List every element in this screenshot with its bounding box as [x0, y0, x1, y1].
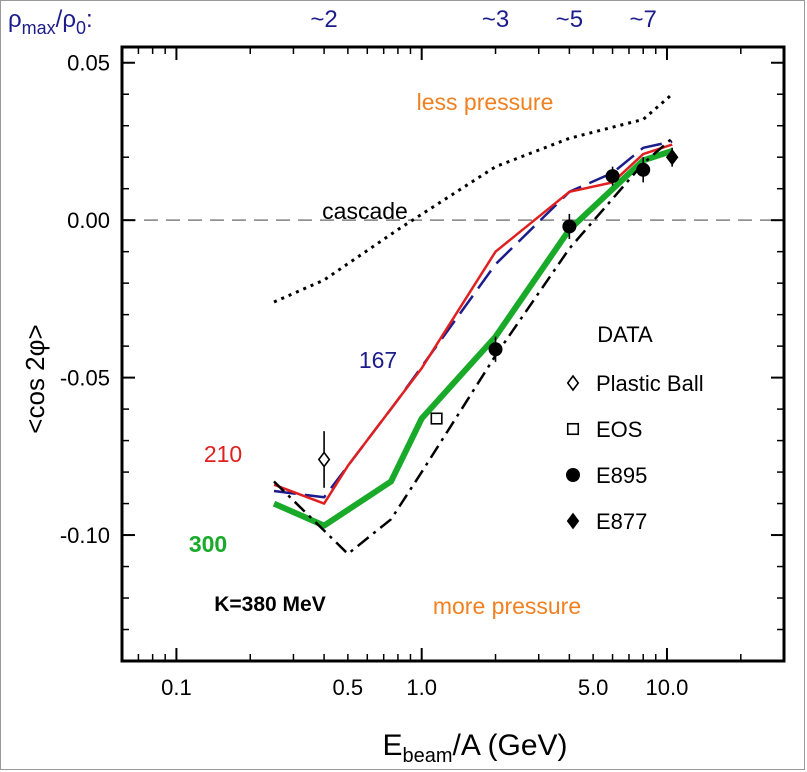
- x-tick-label: 10.0: [646, 675, 689, 700]
- data-point-plastic-ball: [317, 451, 331, 468]
- data-point-eos: [430, 412, 443, 425]
- annotation-167: 167: [359, 347, 397, 373]
- series-line-167: [273, 140, 673, 499]
- annotation-more-pressure: more pressure: [433, 593, 581, 619]
- data-point-e895: [605, 169, 620, 184]
- top-axis-tick-label: ~3: [482, 6, 509, 33]
- top-axis-tick-label: ~2: [310, 6, 337, 33]
- y-tick-label: -0.05: [60, 366, 110, 391]
- annotation-less-pressure: less pressure: [417, 89, 554, 115]
- plot-frame: [120, 45, 786, 663]
- x-tick-label: 0.5: [333, 675, 364, 700]
- legend-label: E895: [596, 463, 647, 488]
- annotation-k380: K=380 MeV: [214, 593, 325, 616]
- top-axis-tick-label: ~7: [630, 6, 657, 33]
- y-tick-label: -0.10: [60, 523, 110, 548]
- legend-label: EOS: [596, 417, 642, 442]
- legend-marker: [566, 512, 580, 530]
- y-tick-label: 0.00: [67, 208, 110, 233]
- legend-title: DATA: [597, 322, 653, 347]
- data-point-e895: [488, 342, 503, 357]
- series-line-k-380-mev: [273, 137, 674, 556]
- legend-marker: [566, 374, 580, 392]
- x-tick-label: 0.1: [161, 675, 192, 700]
- legend-marker: [566, 468, 580, 482]
- x-axis-label: Ebeam/A (GeV): [382, 729, 567, 767]
- legend-label: Plastic Ball: [596, 371, 704, 396]
- y-tick-label: 0.05: [67, 51, 110, 76]
- legend-label: E877: [596, 509, 647, 534]
- series-line-210: [273, 143, 673, 505]
- data-point-e895: [562, 219, 577, 234]
- y-axis-label: <cos 2φ>: [20, 324, 50, 433]
- legend-marker: [566, 422, 580, 436]
- x-tick-label: 5.0: [578, 675, 609, 700]
- series-line-300: [272, 148, 674, 529]
- annotation-210: 210: [204, 441, 242, 467]
- x-tick-label: 1.0: [406, 675, 437, 700]
- top-axis-tick-label: ~5: [556, 6, 583, 33]
- plot-area: 0.1 0.5 1.0 5.0 10.0 0.05 0.00 -0.05 -0.10 ~2 ~3 ~5…: [60, 6, 786, 700]
- annotation-300: 300: [189, 531, 227, 557]
- annotation-cascade: cascade: [322, 198, 408, 224]
- data-point-e877: [665, 148, 679, 166]
- top-axis-title: ρmax/ρ0:: [8, 6, 93, 38]
- data-point-e895: [636, 162, 651, 177]
